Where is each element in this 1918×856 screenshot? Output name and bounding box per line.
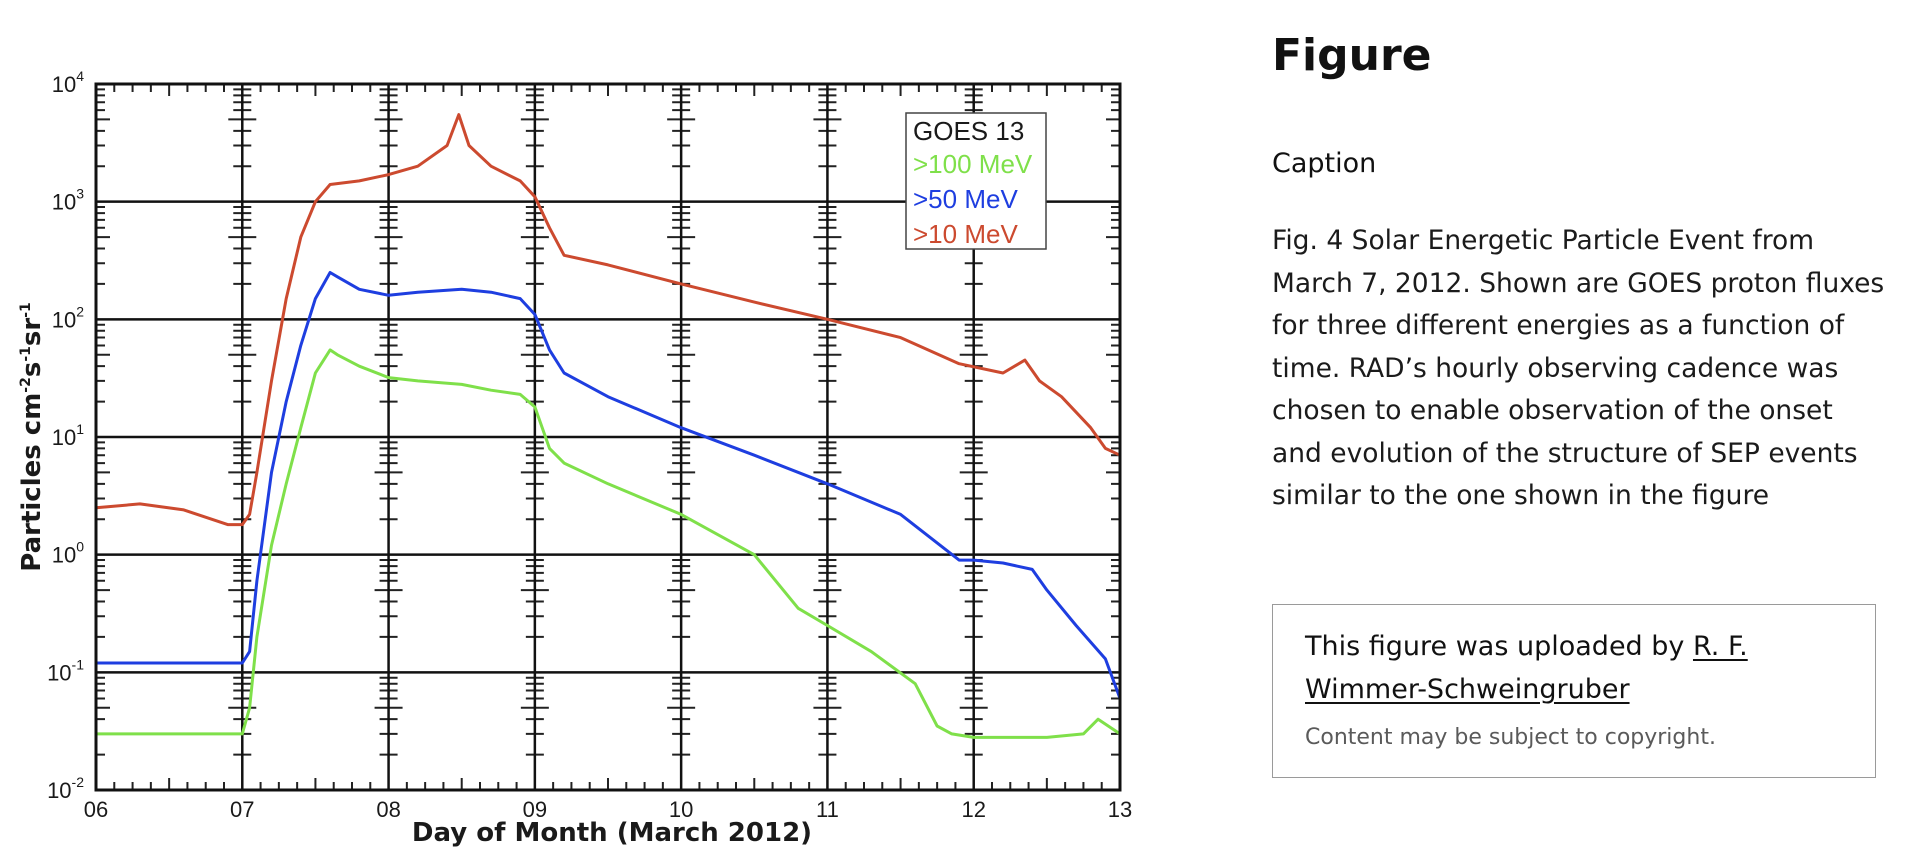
y-tick-label: 102 <box>52 303 84 332</box>
chart-legend: GOES 13 >100 MeV >50 MeV >10 MeV <box>905 112 1047 250</box>
x-tick-label: 11 <box>816 797 839 822</box>
copyright-notice: Content may be subject to copyright. <box>1305 725 1716 750</box>
y-axis-title: Particles cm-2s-1sr-1 <box>17 302 47 572</box>
x-tick-label: 10 <box>669 797 693 822</box>
series-line-1 <box>96 348 1121 739</box>
legend-title: GOES 13 <box>913 116 1024 146</box>
y-tick-label: 103 <box>52 186 84 215</box>
uploader-link[interactable]: R. F. Wimmer-Schweingruber <box>1305 631 1748 705</box>
y-tick-label: 104 <box>52 68 84 97</box>
x-tick-label: 06 <box>84 797 108 822</box>
x-axis-title: Day of Month (March 2012) <box>412 818 812 848</box>
series-layer <box>95 113 1122 739</box>
x-tick-label: 12 <box>961 797 985 822</box>
x-tick-labels: 06 07 08 09 10 11 12 13 <box>84 797 1132 822</box>
legend-entries: >100 MeV >50 MeV >10 MeV <box>913 149 1033 249</box>
x-tick-label: 09 <box>523 797 547 822</box>
y-axis-exp-3: -1 <box>18 302 34 318</box>
svg-text:Particles cm-2s-1sr-1: Particles cm-2s-1sr-1 <box>17 302 47 572</box>
series-line-3 <box>95 113 1121 527</box>
caption-text: Fig. 4 Solar Energetic Particle Event fr… <box>1272 225 1885 511</box>
caption-label: Caption <box>1272 148 1377 179</box>
y-axis-title-prefix: Particles cm <box>17 393 47 572</box>
x-tick-label: 08 <box>376 797 400 822</box>
legend-box <box>905 112 1047 250</box>
panel-title: Figure <box>1272 30 1432 81</box>
legend-entry: >100 MeV <box>913 149 1033 179</box>
legend-entry: >50 MeV <box>913 184 1018 214</box>
y-tick-label: 100 <box>52 539 84 568</box>
y-tick-label: 101 <box>52 421 84 450</box>
y-axis-title-sr: sr <box>17 318 47 346</box>
plot-frame <box>94 82 1122 792</box>
y-axis-exp-1: -2 <box>18 377 34 393</box>
x-tick-label: 13 <box>1108 797 1132 822</box>
y-tick-label: 10-2 <box>47 774 84 803</box>
y-axis-exp-2: -1 <box>18 346 34 362</box>
legend-entry: >10 MeV <box>913 219 1018 249</box>
y-tick-labels: 10-2 10-1 100 101 102 103 104 <box>47 68 84 803</box>
upload-line: This figure was uploaded by R. F. Wimmer… <box>1305 625 1845 711</box>
upload-info-box: This figure was uploaded by R. F. Wimmer… <box>1272 604 1876 778</box>
x-tick-label: 07 <box>230 797 254 822</box>
uploaded-by-label: This figure was uploaded by <box>1305 631 1693 662</box>
chart-figure: 06 07 08 09 10 11 12 13 10-2 10-1 100 101 102 103 104… <box>17 68 1132 848</box>
y-axis-title-mid: s <box>17 362 47 377</box>
y-tick-label: 10-1 <box>47 656 84 685</box>
series-line-2 <box>96 271 1122 699</box>
